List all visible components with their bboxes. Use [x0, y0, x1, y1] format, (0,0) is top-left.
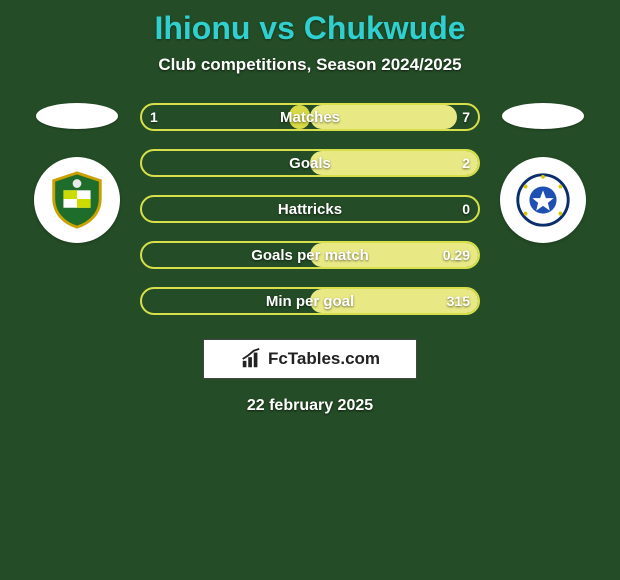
left-country-flag [36, 103, 118, 129]
bar-value-left: 1 [150, 103, 158, 131]
ball-icon [512, 169, 574, 231]
bars-column: Matches1 7 Goals2 Hattricks0 Goals per match… [140, 103, 480, 315]
bar-value-right: 0 [462, 195, 470, 223]
bar-label: Min per goal [140, 287, 480, 315]
shield-icon [46, 169, 108, 231]
bar-value-right: 315 [447, 287, 470, 315]
right-country-flag [502, 103, 584, 129]
bar-value-right: 7 [462, 103, 470, 131]
page-subtitle: Club competitions, Season 2024/2025 [0, 55, 620, 75]
brand-box[interactable]: FcTables.com [203, 339, 417, 379]
page-title: Ihionu vs Chukwude [0, 0, 620, 47]
date-text: 22 february 2025 [0, 397, 620, 415]
stat-bar: Hattricks0 [140, 195, 480, 223]
bar-label: Hattricks [140, 195, 480, 223]
stat-bar: Matches1 7 [140, 103, 480, 131]
bar-chart-icon [240, 348, 262, 370]
bar-label: Matches [140, 103, 480, 131]
main-area: Matches1 7 Goals2 Hattricks0 Goals per match… [0, 103, 620, 315]
right-club-badge [500, 157, 586, 243]
bar-label: Goals [140, 149, 480, 177]
stat-bar: Min per goal315 [140, 287, 480, 315]
bar-label: Goals per match [140, 241, 480, 269]
left-side [32, 103, 122, 243]
infographic-root: Ihionu vs Chukwude Club competitions, Se… [0, 0, 620, 580]
left-club-badge [34, 157, 120, 243]
brand-text: FcTables.com [268, 349, 380, 369]
right-side [498, 103, 588, 243]
stat-bar: Goals per match0.29 [140, 241, 480, 269]
bar-value-right: 2 [462, 149, 470, 177]
stat-bar: Goals2 [140, 149, 480, 177]
bar-value-right: 0.29 [443, 241, 470, 269]
